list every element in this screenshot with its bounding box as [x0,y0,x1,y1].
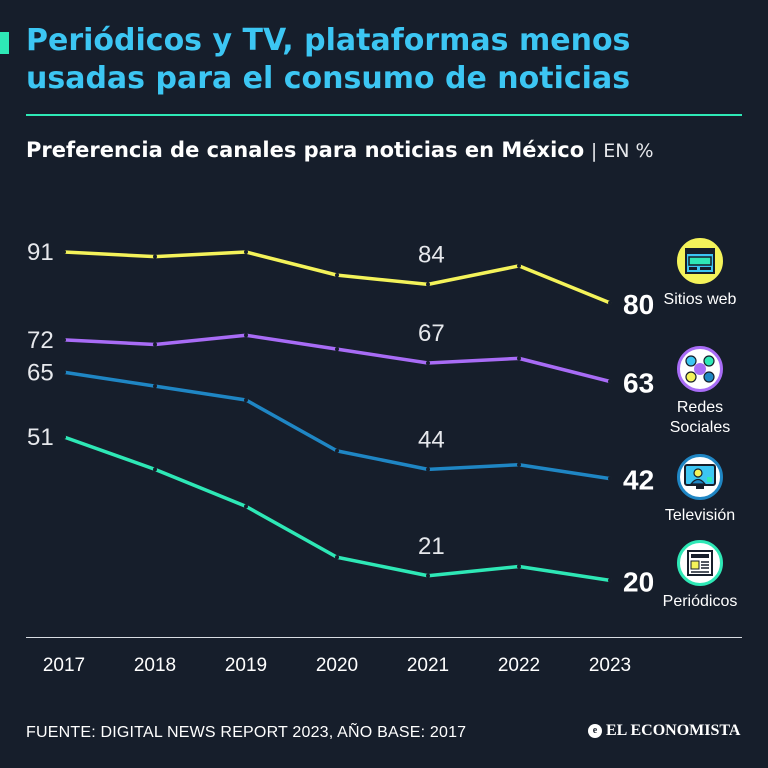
data-point-peri-dicos [608,578,612,583]
x-axis-line [26,637,742,638]
data-point-sitios-web [608,300,612,305]
x-tick-label: 2022 [498,655,540,676]
data-point-televisi-n [608,476,612,481]
series-line-sitios-web [62,250,612,305]
legend-item-television: Televisión [645,454,755,526]
data-point-sitios-web [335,273,339,278]
data-point-redes-sociales [244,333,248,338]
x-tick-label: 2021 [407,655,449,676]
data-label-redes-sociales: 67 [418,320,445,347]
data-point-televisi-n [426,467,430,472]
page-title: Periódicos y TV, plataformas menos usada… [26,23,631,96]
data-point-sitios-web [517,263,521,268]
legend-item-periodicos: Periódicos [645,540,755,612]
data-point-peri-dicos [153,467,157,472]
data-point-redes-sociales [153,342,157,347]
x-tick-label: 2018 [134,655,176,676]
data-label-televisi-n: 44 [418,426,445,453]
data-label-redes-sociales: 63 [623,368,654,399]
x-tick-label: 2023 [589,655,631,676]
data-point-redes-sociales [517,356,521,361]
legend-item-sitios-web: Sitios web [645,238,755,310]
data-point-redes-sociales [62,337,66,342]
source-note: FUENTE: DIGITAL NEWS REPORT 2023, AÑO BA… [26,724,467,741]
series-line-redes-sociales [62,333,612,384]
data-label-sitios-web: 84 [418,241,445,268]
data-point-peri-dicos [426,573,430,578]
x-tick-label: 2019 [225,655,267,676]
logo-text: EL ECONOMISTA [606,722,741,739]
title-accent-bar [0,32,9,54]
website-icon [677,238,723,284]
data-label-peri-dicos: 51 [27,424,54,451]
logo-mark-icon: e [588,724,602,738]
data-point-sitios-web [62,250,66,254]
data-point-redes-sociales [335,347,339,352]
legend-label: Periódicos [662,593,738,610]
x-tick-label: 2020 [316,655,358,676]
data-point-peri-dicos [62,435,66,439]
television-icon [677,454,723,500]
data-point-sitios-web [244,250,248,254]
data-point-redes-sociales [426,361,430,365]
newspaper-icon [677,540,723,586]
data-point-peri-dicos [335,555,339,560]
legend-label: Redes Sociales [669,399,731,436]
data-label-sitios-web: 91 [27,239,54,266]
data-point-televisi-n [153,384,157,389]
data-point-televisi-n [62,370,66,375]
data-point-televisi-n [335,448,339,453]
data-point-peri-dicos [244,504,248,509]
data-label-televisi-n: 42 [623,465,654,496]
chart-subtitle: Preferencia de canales para noticias en … [26,138,654,162]
data-label-redes-sociales: 72 [27,327,54,354]
data-label-sitios-web: 80 [623,289,654,320]
data-point-redes-sociales [608,379,612,384]
chart-unit-label: | EN % [590,140,654,162]
data-point-sitios-web [426,282,430,287]
legend-label: Sitios web [663,291,737,308]
publisher-logo: e EL ECONOMISTA [588,722,740,740]
chart-subtitle-text: Preferencia de canales para noticias en … [26,138,585,162]
data-point-televisi-n [244,398,248,402]
data-point-televisi-n [517,462,521,467]
legend-item-redes-sociales: Redes Sociales [645,346,755,438]
title-divider [26,114,742,116]
social-media-icon [677,346,723,392]
data-point-peri-dicos [517,564,521,569]
series-line-televisi-n [62,370,612,481]
data-label-televisi-n: 65 [27,359,54,386]
x-tick-label: 2017 [43,655,85,676]
data-point-sitios-web [153,254,157,259]
data-label-peri-dicos: 20 [623,566,654,597]
data-label-peri-dicos: 21 [418,533,445,560]
legend-label: Televisión [664,507,736,524]
